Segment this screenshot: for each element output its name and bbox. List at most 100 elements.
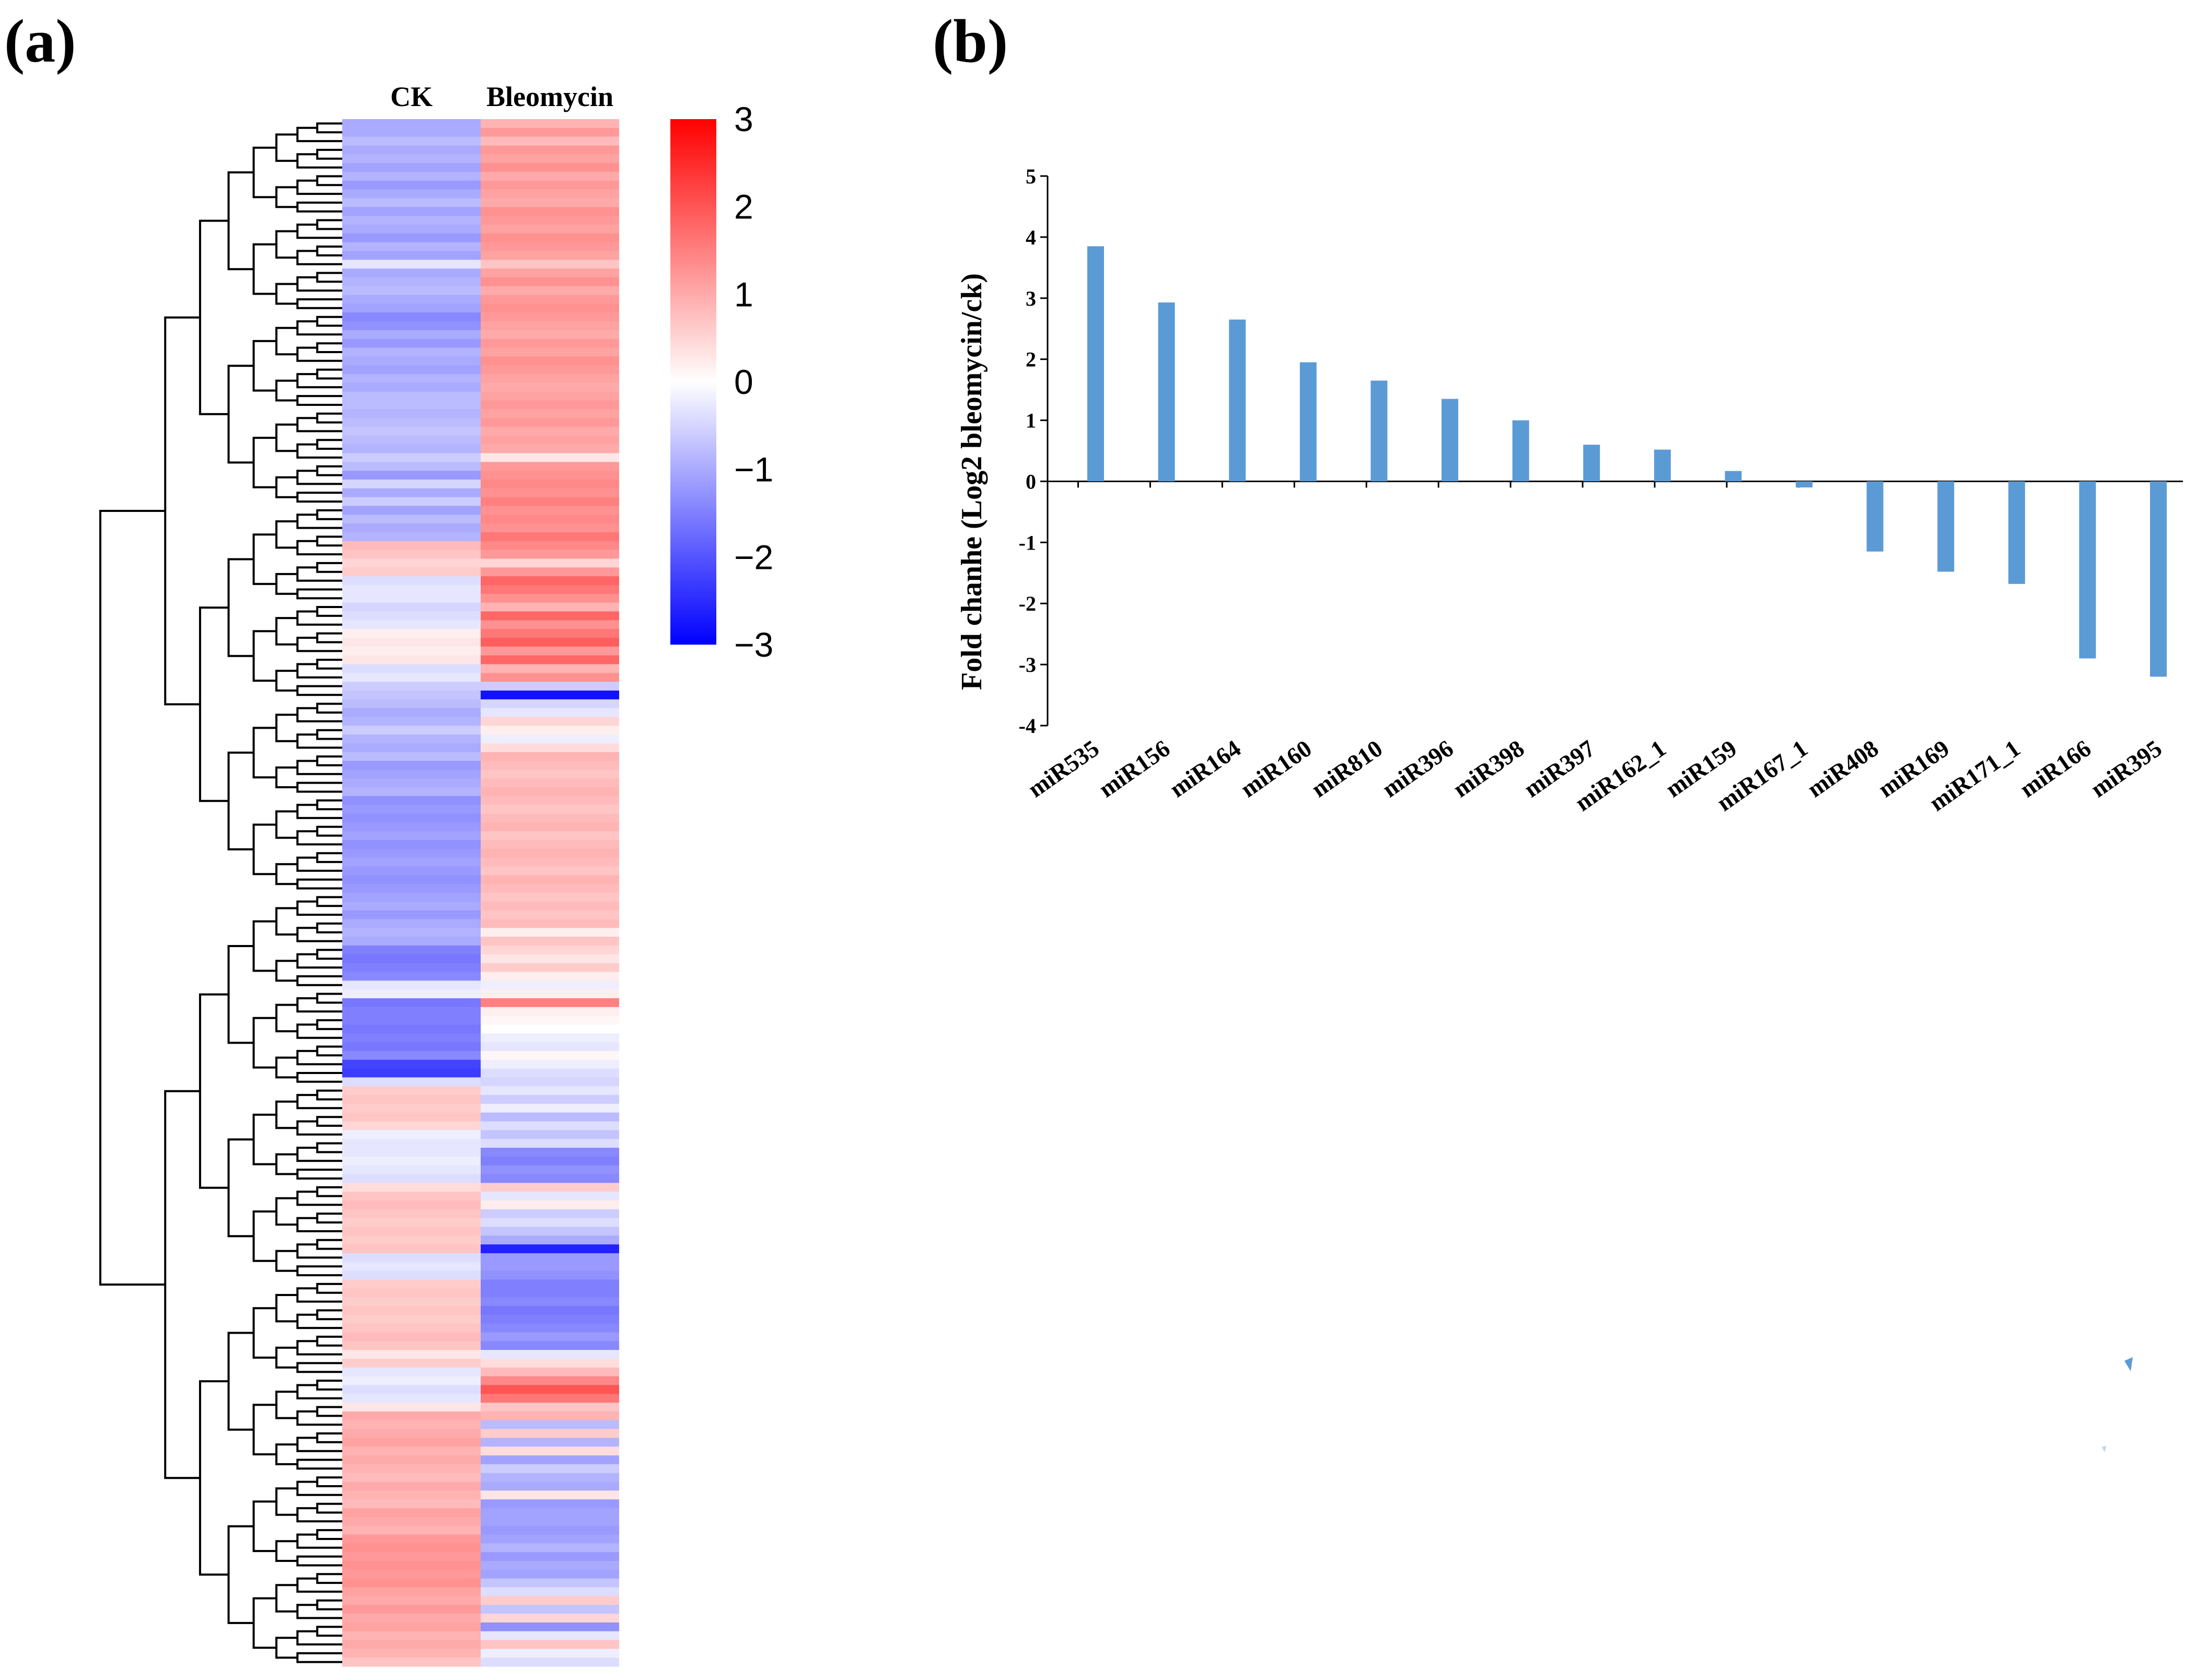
heatmap-cell <box>481 945 619 955</box>
heatmap-cell <box>481 497 619 507</box>
heatmap-cell <box>481 127 619 137</box>
heatmap-cell <box>342 1516 481 1526</box>
dendrogram-branch <box>296 1217 342 1232</box>
heatmap-cell <box>481 1578 619 1588</box>
heatmap-cell <box>481 1314 619 1324</box>
heatmap-cell <box>481 1631 619 1641</box>
heatmap-cell <box>342 541 481 551</box>
dendrogram-branch <box>316 342 342 353</box>
heatmap-cell <box>481 813 619 823</box>
dendrogram-branch <box>275 1487 298 1516</box>
heatmap-cell <box>342 1438 481 1447</box>
dendrogram-branch <box>275 907 298 936</box>
bar-chart-axes: 5 4 3 2 1 0 -1 -2 -3 -4 <box>1019 165 2183 738</box>
heatmap-cell <box>481 989 619 999</box>
heatmap-cell <box>481 1534 619 1544</box>
heatmap-cell <box>481 1640 619 1649</box>
heatmap-cell <box>342 1130 481 1139</box>
heatmap-cell <box>342 471 481 480</box>
heatmap-cell <box>481 1490 619 1500</box>
heatmap-cell <box>481 453 619 462</box>
dendrogram-branch <box>296 1630 342 1646</box>
heatmap-cell <box>342 611 481 621</box>
dendrogram-branch <box>316 272 342 283</box>
heatmap-cell <box>342 558 481 568</box>
heatmap-cell <box>342 1095 481 1104</box>
heatmap-cell <box>481 1033 619 1043</box>
dendrogram-branch <box>316 1142 342 1153</box>
dendrogram-branch <box>316 535 342 547</box>
heatmap-cell <box>481 576 619 586</box>
heatmap-cell <box>342 1350 481 1359</box>
heatmap-cell <box>342 1332 481 1341</box>
heatmap-cell <box>342 330 481 340</box>
colorbar-ticks: 3 2 1 0 −1 −2 −3 <box>734 100 773 664</box>
heatmap-cell <box>342 655 481 665</box>
dendrogram-branch <box>252 1597 276 1649</box>
dendrogram-branch <box>275 520 298 549</box>
heatmap-cell <box>342 848 481 858</box>
heatmap-cell <box>342 242 481 252</box>
heatmap-cell <box>481 435 619 445</box>
heatmap-cell <box>481 207 619 216</box>
heatmap-cell <box>481 1174 619 1183</box>
panel-label-a: (a) <box>4 7 76 75</box>
heatmap-cell <box>481 928 619 937</box>
heatmap-cell <box>481 1420 619 1430</box>
heatmap-cell <box>342 1543 481 1553</box>
dendrogram-branch <box>227 171 254 271</box>
dendrogram-branch <box>275 133 298 162</box>
heatmap-cell <box>481 1305 619 1315</box>
heatmap-cell <box>481 699 619 709</box>
dendrogram-branch <box>316 219 342 230</box>
bar-chart-category-label: miR408 <box>1802 734 1883 802</box>
heatmap-cell <box>481 629 619 638</box>
heatmap-cell <box>342 1358 481 1368</box>
heatmap-cell <box>481 646 619 656</box>
heatmap-cell <box>342 1394 481 1403</box>
heatmap-cell <box>481 1042 619 1052</box>
heatmap-cell <box>342 1068 481 1078</box>
heatmap-cell <box>481 1658 619 1667</box>
dendrogram-branch <box>296 1459 342 1470</box>
heatmap-cell <box>342 1385 481 1394</box>
dendrogram-branch <box>252 920 276 972</box>
heatmap-cell <box>342 1473 481 1483</box>
bar-miR397 <box>1583 445 1600 482</box>
heatmap-cell <box>481 1103 619 1113</box>
heatmap-cell <box>342 304 481 313</box>
dendrogram-branch <box>275 573 298 595</box>
heatmap-cell <box>481 119 619 129</box>
heatmap-cell <box>342 523 481 533</box>
heatmap-cell <box>481 937 619 946</box>
heatmap-cell <box>481 778 619 788</box>
dendrogram-branch <box>316 1502 342 1514</box>
panel-label-b: (b) <box>933 7 1008 75</box>
colorbar-tick-label: 1 <box>734 275 753 313</box>
colorbar-tick-label: −3 <box>734 625 773 664</box>
dendrogram-branch <box>99 510 166 1286</box>
dendrogram-branch <box>316 1282 342 1294</box>
heatmap-cell <box>481 708 619 718</box>
dendrogram-branch <box>164 316 200 706</box>
heatmap-cell <box>342 462 481 471</box>
dendrogram-branch <box>296 803 342 819</box>
dendrogram-branch <box>296 514 342 529</box>
heatmap-cell <box>342 1139 481 1148</box>
dendrogram-branch <box>275 1056 298 1079</box>
heatmap-cell <box>481 523 619 533</box>
dendrogram-branch <box>296 856 342 872</box>
dendrogram-branch <box>296 126 342 143</box>
heatmap-cell <box>342 699 481 709</box>
heatmap-cell <box>481 356 619 366</box>
heatmap-cell <box>481 400 619 410</box>
dendrogram-branch <box>199 606 229 802</box>
heatmap-cell <box>481 1367 619 1377</box>
dendrogram-branch <box>296 1313 342 1329</box>
heatmap-cell <box>481 1024 619 1034</box>
heatmap-cell <box>342 1631 481 1641</box>
heatmap-cell <box>342 857 481 867</box>
bar-chart-y-tick-label: -1 <box>1019 531 1036 554</box>
dendrogram-branch <box>316 316 342 327</box>
bar-chart-category-label: miR810 <box>1306 734 1387 802</box>
